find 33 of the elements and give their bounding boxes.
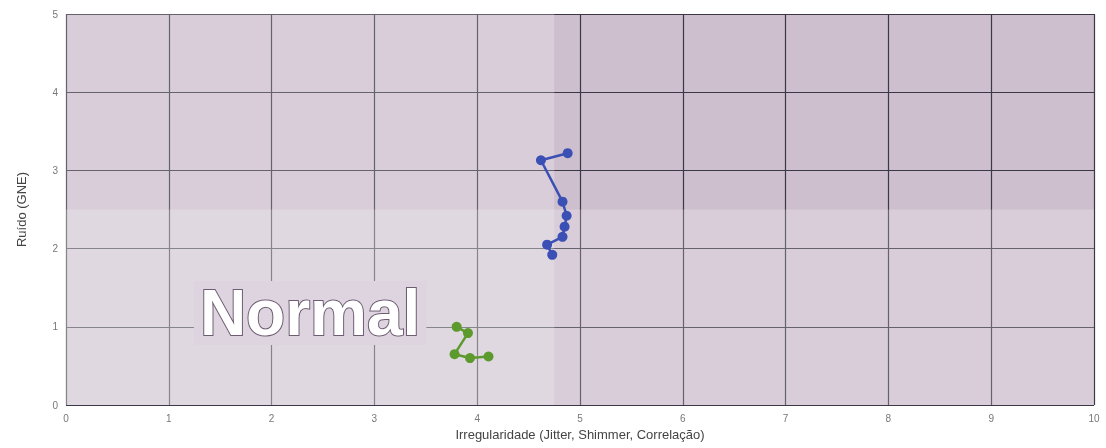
point	[557, 196, 568, 207]
x-tick-label: 2	[268, 412, 275, 424]
point	[462, 328, 473, 339]
y-tick-label: 0	[52, 399, 59, 411]
point	[449, 349, 460, 360]
x-tick-label: 4	[474, 412, 481, 424]
y-tick-label: 5	[52, 8, 59, 20]
y-axis-title: Ruído (GNE)	[14, 171, 29, 248]
x-axis-title: Irregularidade (Jitter, Shimmer, Correlação)	[455, 426, 705, 442]
x-tick-label: 3	[371, 412, 378, 424]
point	[483, 351, 494, 362]
point	[542, 239, 553, 250]
x-tick-label: 9	[988, 412, 995, 424]
y-tick-label: 2	[52, 243, 59, 255]
point	[561, 210, 572, 221]
x-tick-label: 0	[63, 412, 70, 424]
x-tick-label: 1	[166, 412, 173, 424]
x-tick-label: 8	[885, 412, 892, 424]
x-tick-label: 7	[782, 412, 789, 424]
y-tick-label: 1	[52, 321, 59, 333]
point	[465, 353, 475, 364]
y-tick-label: 4	[52, 86, 59, 98]
point	[451, 321, 462, 332]
x-tick-label: 5	[577, 412, 584, 424]
x-tick-label: 6	[680, 412, 687, 424]
point	[559, 221, 570, 232]
point	[535, 155, 546, 166]
y-tick-label: 3	[52, 164, 59, 176]
point	[547, 249, 558, 260]
point	[557, 231, 568, 242]
x-tick-label: 10	[1088, 412, 1100, 424]
band-label: Normal	[199, 277, 421, 349]
point	[562, 148, 573, 159]
